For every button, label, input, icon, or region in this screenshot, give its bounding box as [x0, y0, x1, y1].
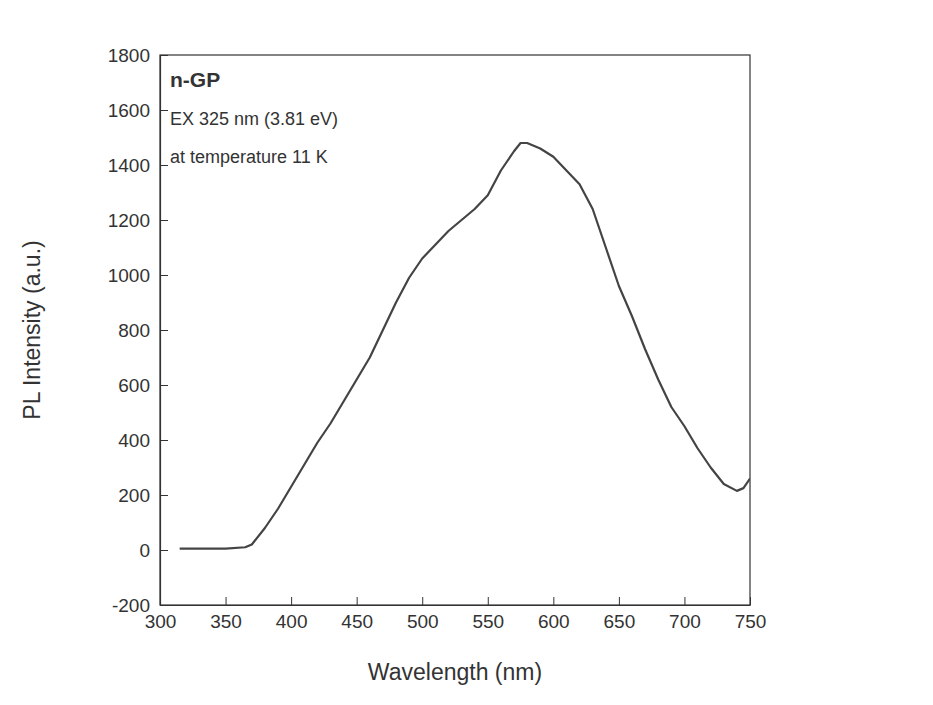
y-axis-title: PL Intensity (a.u.): [19, 240, 45, 419]
y-tick-mark: [160, 495, 168, 496]
y-tick: 0: [139, 540, 168, 561]
x-tick-mark: [619, 597, 620, 605]
y-tick: -200: [112, 595, 168, 616]
y-tick: 1400: [108, 155, 168, 176]
y-tick-mark: [160, 110, 168, 111]
y-tick-label: 1600: [108, 100, 150, 121]
x-tick-mark: [553, 597, 554, 605]
x-tick-mark: [488, 597, 489, 605]
x-tick-label: 450: [341, 611, 373, 632]
x-tick: 400: [276, 597, 308, 632]
x-tick-label: 700: [669, 611, 701, 632]
y-tick: 800: [118, 320, 168, 341]
y-tick-label: 1400: [108, 155, 150, 176]
y-tick-label: 1800: [108, 45, 150, 66]
y-tick-mark: [160, 440, 168, 441]
x-tick-mark: [750, 597, 751, 605]
plot: 300350400450500550600650700750-200020040…: [108, 45, 767, 633]
y-tick-mark: [160, 220, 168, 221]
annotation: n-GP: [170, 68, 220, 91]
y-tick-label: 800: [118, 320, 150, 341]
x-tick-label: 500: [407, 611, 439, 632]
y-tick-mark: [160, 605, 168, 606]
x-tick-label: 350: [210, 611, 242, 632]
y-tick-label: 1200: [108, 210, 150, 231]
y-tick: 1000: [108, 265, 168, 286]
series-group: [180, 143, 750, 549]
y-tick-mark: [160, 385, 168, 386]
y-tick: 1600: [108, 100, 168, 121]
y-tick-label: 400: [118, 430, 150, 451]
x-tick-mark: [226, 597, 227, 605]
chart: 300350400450500550600650700750-200020040…: [0, 0, 933, 705]
y-tick-mark: [160, 550, 168, 551]
x-tick: 450: [341, 597, 373, 632]
x-tick-mark: [422, 597, 423, 605]
x-tick: 350: [210, 597, 242, 632]
y-tick-label: -200: [112, 595, 150, 616]
y-tick-label: 200: [118, 485, 150, 506]
x-tick: 700: [669, 597, 701, 632]
y-tick: 1200: [108, 210, 168, 231]
y-tick-mark: [160, 55, 168, 56]
x-tick: 650: [604, 597, 636, 632]
x-tick: 500: [407, 597, 439, 632]
y-axis: -200 0 200 400 600 800 1000 1200 1400 1600 1800: [108, 45, 168, 616]
x-tick-mark: [291, 597, 292, 605]
x-tick-label: 600: [538, 611, 570, 632]
x-tick: 550: [472, 597, 504, 632]
y-tick-label: 1000: [108, 265, 150, 286]
x-axis-title: Wavelength (nm): [368, 659, 542, 685]
x-tick-label: 650: [604, 611, 636, 632]
y-tick-mark: [160, 275, 168, 276]
x-axis-line: [161, 605, 751, 606]
x-tick: 750: [735, 597, 767, 632]
y-tick: 400: [118, 430, 168, 451]
y-tick: 200: [118, 485, 168, 506]
annotation: EX 325 nm (3.81 eV): [170, 109, 338, 129]
y-tick-mark: [160, 165, 168, 166]
x-axis: 300350400450500550600650700750: [145, 597, 767, 632]
x-tick-label: 750: [735, 611, 767, 632]
plot-frame: [160, 55, 750, 605]
x-tick-mark: [357, 597, 358, 605]
x-tick-label: 400: [276, 611, 308, 632]
pl-line: [180, 143, 750, 549]
y-tick: 1800: [108, 45, 168, 66]
y-tick: 600: [118, 375, 168, 396]
x-tick-mark: [684, 597, 685, 605]
annotation: at temperature 11 K: [170, 147, 328, 167]
y-tick-label: 0: [139, 540, 150, 561]
y-tick-label: 600: [118, 375, 150, 396]
y-tick-mark: [160, 330, 168, 331]
x-tick: 600: [538, 597, 570, 632]
x-tick-label: 550: [472, 611, 504, 632]
